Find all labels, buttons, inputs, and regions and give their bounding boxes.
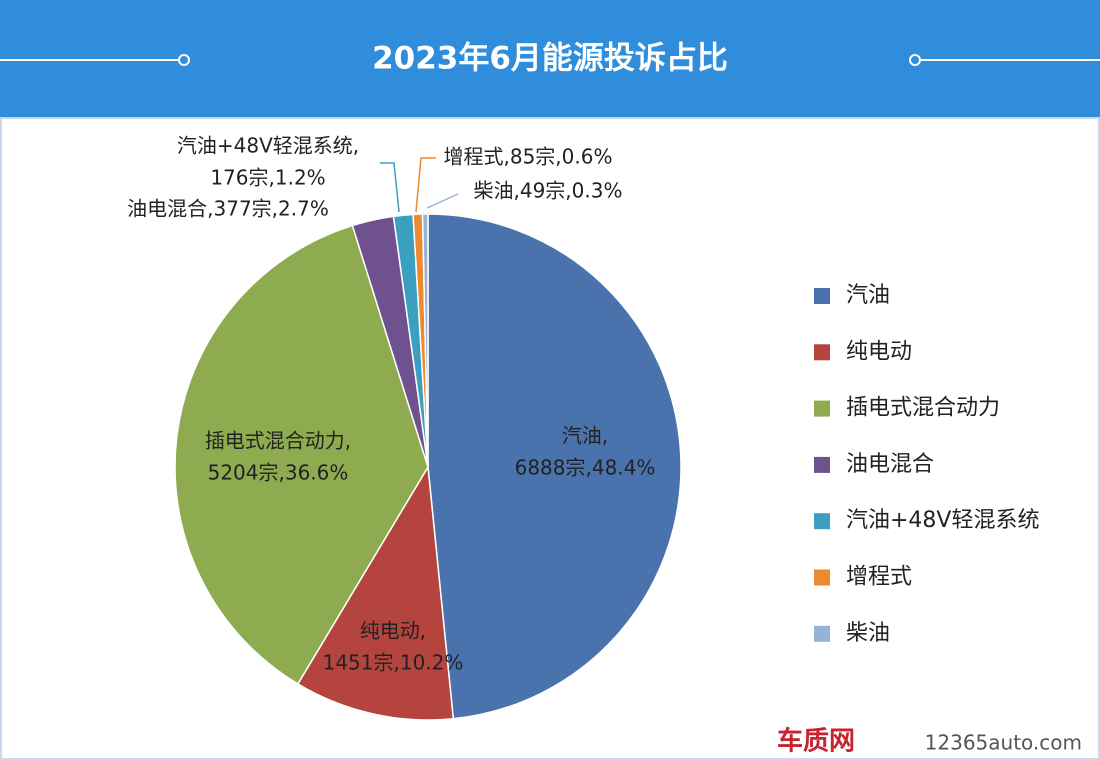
header-decoration: [178, 54, 190, 66]
data-label: 1451宗,10.2%: [323, 651, 464, 675]
data-label: 油电混合,377宗,2.7%: [127, 197, 329, 221]
pie-slice: [174, 224, 429, 685]
legend-swatch: [814, 456, 830, 473]
legend-label: 纯电动: [846, 339, 912, 364]
legend-label: 汽油: [846, 283, 890, 308]
legend-label: 增程式: [846, 565, 912, 590]
chart-title: 2023年6月能源投诉占比: [372, 41, 728, 77]
legend-swatch: [814, 625, 830, 642]
pie-slice: [427, 213, 682, 720]
watermark: 12365auto.com: [925, 731, 1082, 755]
data-label: 插电式混合动力,: [205, 429, 351, 453]
data-label: 柴油,49宗,0.3%: [474, 179, 623, 203]
data-label: 6888宗,48.4%: [515, 456, 656, 480]
leader-line: [426, 193, 459, 209]
pie-slice: [421, 213, 429, 468]
legend-swatch: [814, 400, 830, 417]
watermark: 车质网: [777, 726, 855, 757]
data-label: 增程式,85宗,0.6%: [444, 145, 613, 169]
frame: [0, 117, 1100, 760]
legend-label: 汽油+48V轻混系统: [846, 508, 1039, 533]
legend-label: 柴油: [846, 621, 890, 646]
legend-swatch: [814, 513, 830, 530]
pie-slice: [296, 464, 455, 721]
data-label: 汽油,: [562, 424, 608, 448]
header-decoration: [909, 54, 921, 66]
legend-label: 油电混合: [846, 452, 934, 477]
legend-swatch: [814, 288, 830, 304]
data-label: 176宗,1.2%: [210, 166, 325, 190]
legend-swatch: [814, 344, 830, 361]
data-label: 纯电动,: [360, 619, 426, 643]
header-band: [0, 0, 1100, 118]
leader-line: [415, 157, 436, 213]
legend-swatch: [814, 569, 830, 586]
legend-label: 插电式混合动力: [846, 396, 1000, 421]
leader-line: [380, 162, 400, 213]
data-label: 汽油+48V轻混系统,: [177, 134, 359, 158]
data-label: 5204宗,36.6%: [208, 461, 349, 485]
